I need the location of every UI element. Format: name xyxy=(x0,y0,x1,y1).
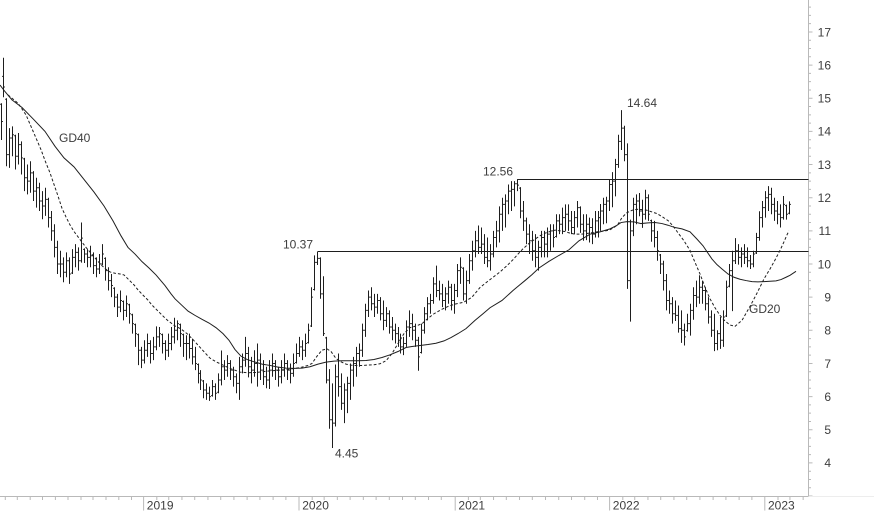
svg-text:9: 9 xyxy=(824,290,831,304)
svg-text:15: 15 xyxy=(818,92,832,106)
svg-text:12.56: 12.56 xyxy=(483,164,513,178)
svg-text:12: 12 xyxy=(818,191,832,205)
svg-text:GD40: GD40 xyxy=(59,131,91,145)
svg-text:GD20: GD20 xyxy=(749,302,781,316)
svg-text:14: 14 xyxy=(818,125,832,139)
svg-text:2021: 2021 xyxy=(458,499,485,513)
svg-text:13: 13 xyxy=(818,158,832,172)
svg-text:2019: 2019 xyxy=(147,499,174,513)
svg-text:10.37: 10.37 xyxy=(283,237,313,251)
svg-text:7: 7 xyxy=(824,357,831,371)
svg-text:2020: 2020 xyxy=(302,499,329,513)
svg-text:11: 11 xyxy=(819,224,832,238)
svg-text:4: 4 xyxy=(824,456,831,470)
svg-text:17: 17 xyxy=(818,25,832,39)
svg-text:2022: 2022 xyxy=(613,499,640,513)
svg-text:8: 8 xyxy=(824,324,831,338)
svg-text:16: 16 xyxy=(818,58,832,72)
svg-text:5: 5 xyxy=(824,423,831,437)
svg-text:14.64: 14.64 xyxy=(627,96,657,110)
svg-text:10: 10 xyxy=(818,257,832,271)
svg-text:4.45: 4.45 xyxy=(335,447,359,461)
svg-text:6: 6 xyxy=(824,390,831,404)
svg-text:2023: 2023 xyxy=(768,499,795,513)
